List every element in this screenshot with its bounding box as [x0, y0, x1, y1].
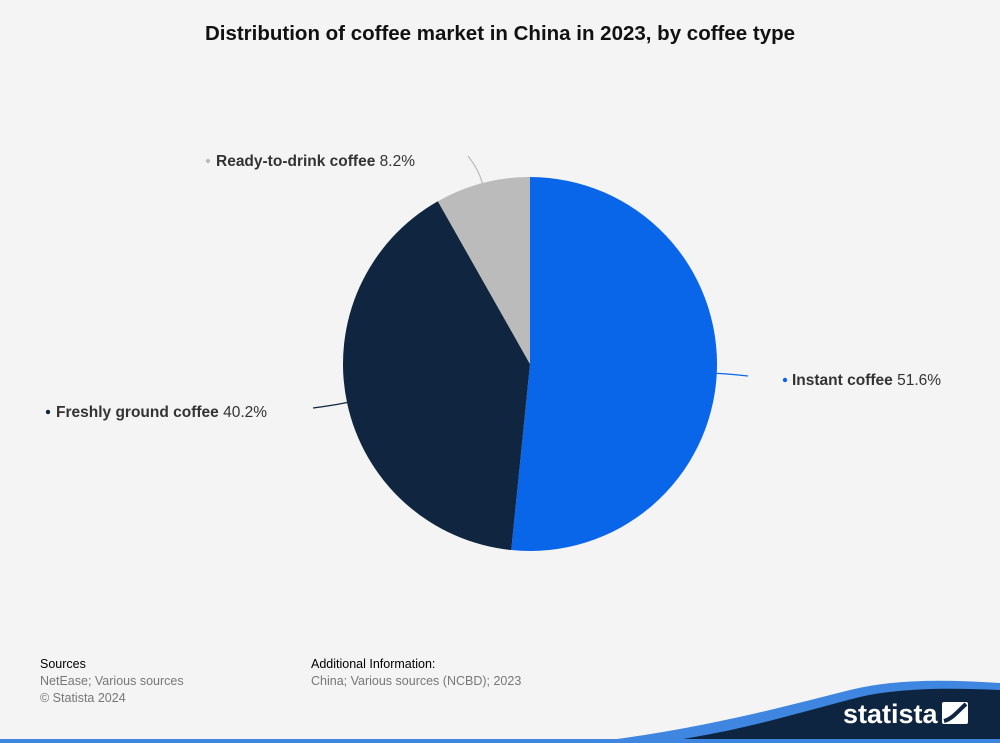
slice-label-value: 8.2%: [380, 153, 416, 170]
additional-info-heading: Additional Information:: [311, 657, 436, 671]
statista-logo-mark-icon: [942, 702, 968, 724]
slice-label-name: Freshly ground coffee: [56, 404, 223, 421]
slice-label-value: 40.2%: [223, 404, 267, 421]
slice-label-value: 51.6%: [897, 372, 941, 389]
sources-block: Sources NetEase; Various sources © Stati…: [40, 656, 184, 707]
pie-slice-instant-coffee[interactable]: [511, 177, 718, 551]
label-bullet: [205, 158, 211, 164]
label-bullet: [45, 409, 51, 415]
sources-text: NetEase; Various sources: [40, 674, 184, 688]
slice-label: Instant coffee 51.6%: [792, 372, 941, 389]
slice-label: Ready-to-drink coffee 8.2%: [216, 153, 415, 170]
slice-label-name: Ready-to-drink coffee: [216, 153, 380, 170]
slice-label: Freshly ground coffee 40.2%: [56, 404, 267, 421]
pie-slice-freshly-ground-coffee[interactable]: [342, 201, 530, 551]
label-connector: [467, 155, 483, 184]
label-bullet: [782, 377, 788, 383]
brand-bottom-line: [0, 739, 1000, 743]
copyright-text: © Statista 2024: [40, 691, 126, 705]
sources-heading: Sources: [40, 657, 86, 671]
slice-label-name: Instant coffee: [792, 372, 897, 389]
brand-wave-dark: [655, 688, 1000, 743]
additional-info-text: China; Various sources (NCBD); 2023: [311, 674, 522, 688]
statista-logo: statista: [843, 699, 939, 729]
pie-slice-ready-to-drink-coffee[interactable]: [437, 177, 530, 364]
label-connector: [312, 401, 348, 409]
additional-info-block: Additional Information: China; Various s…: [311, 656, 521, 690]
label-connector: [716, 372, 749, 377]
chart-title: Distribution of coffee market in China i…: [204, 22, 796, 45]
